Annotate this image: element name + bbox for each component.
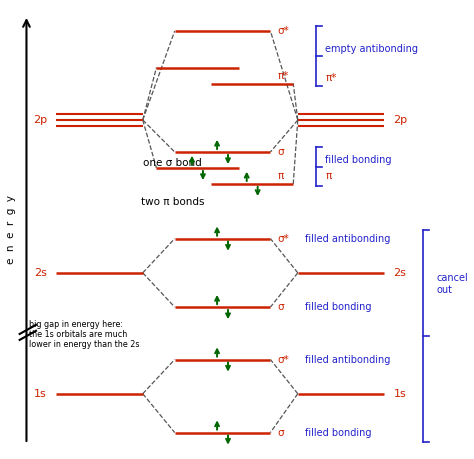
Text: π*: π* <box>277 71 289 80</box>
Text: σ*: σ* <box>277 354 289 364</box>
Text: π*: π* <box>325 73 337 83</box>
Text: 2p: 2p <box>393 115 408 125</box>
Text: σ: σ <box>277 427 284 437</box>
Text: π: π <box>325 171 331 181</box>
Text: 1s: 1s <box>393 389 406 399</box>
Text: 2s: 2s <box>393 268 406 278</box>
Text: two π bonds: two π bonds <box>141 197 204 207</box>
Text: big gap in energy here:
the 1s orbitals are much
lower in energy than the 2s: big gap in energy here: the 1s orbitals … <box>29 319 139 349</box>
Text: 1s: 1s <box>34 389 47 399</box>
Text: filled bonding: filled bonding <box>305 427 371 437</box>
Text: σ*: σ* <box>277 234 289 244</box>
Text: e  n  e  r  g  y: e n e r g y <box>7 195 17 264</box>
Text: one σ bond: one σ bond <box>143 158 202 168</box>
Text: cancel
out: cancel out <box>437 274 469 295</box>
Text: π: π <box>277 171 283 181</box>
Text: σ: σ <box>277 302 284 312</box>
Text: 2p: 2p <box>33 115 47 125</box>
Text: empty antibonding: empty antibonding <box>325 44 418 54</box>
Text: σ*: σ* <box>277 26 289 36</box>
Text: σ: σ <box>277 147 284 157</box>
Text: filled antibonding: filled antibonding <box>305 234 390 244</box>
Text: filled bonding: filled bonding <box>305 302 371 312</box>
Text: filled antibonding: filled antibonding <box>305 354 390 364</box>
Text: filled bonding: filled bonding <box>325 155 392 165</box>
Text: 2s: 2s <box>34 268 47 278</box>
